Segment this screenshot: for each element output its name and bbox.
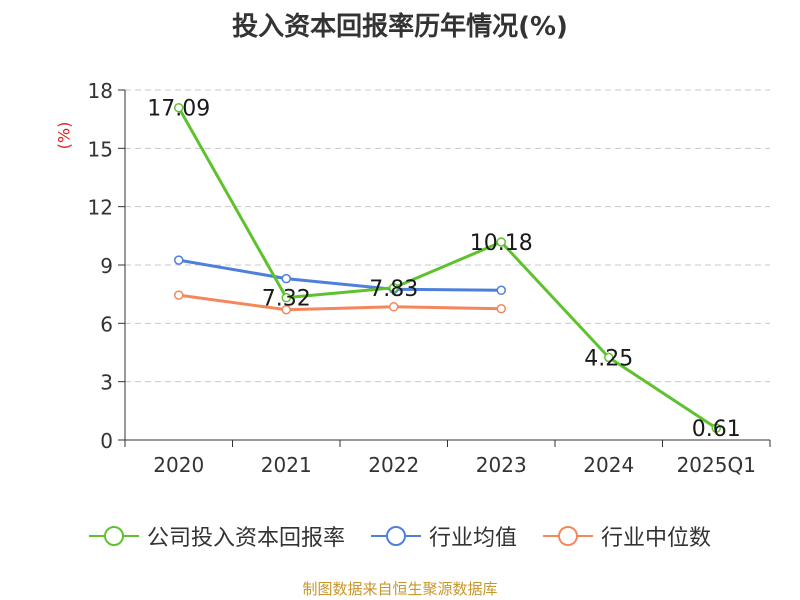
x-tick-label: 2022 bbox=[368, 453, 419, 477]
data-point bbox=[281, 292, 291, 303]
data-point bbox=[174, 290, 184, 300]
x-tick-label: 2024 bbox=[583, 453, 634, 477]
y-tick-label: 6 bbox=[100, 312, 113, 336]
data-label: 7.83 bbox=[369, 277, 418, 302]
data-point bbox=[281, 304, 291, 315]
data-label: 0.61 bbox=[692, 417, 741, 442]
y-tick-label: 9 bbox=[100, 254, 113, 278]
data-point bbox=[604, 352, 614, 363]
data-point bbox=[389, 283, 399, 293]
chart-title: 投入资本回报率历年情况(%) bbox=[232, 12, 568, 42]
y-tick-label: 18 bbox=[88, 79, 113, 103]
x-tick-label: 2021 bbox=[261, 453, 312, 477]
legend-label-industry-avg: 行业均值 bbox=[428, 526, 517, 551]
series-line bbox=[177, 106, 718, 430]
x-tick-label: 2025Q1 bbox=[677, 453, 756, 477]
legend-item-company[interactable]: 公司投入资本回报率 bbox=[88, 520, 345, 552]
series-line bbox=[178, 258, 502, 292]
data-point bbox=[281, 273, 291, 284]
x-tick-label: 2023 bbox=[476, 453, 527, 477]
data-point bbox=[496, 285, 506, 296]
data-point bbox=[389, 302, 399, 312]
y-tick-label: 12 bbox=[88, 196, 113, 220]
legend: 公司投入资本回报率 行业均值 行业中位数 bbox=[0, 520, 800, 552]
legend-label-industry-median: 行业中位数 bbox=[601, 526, 712, 551]
legend-marker-industry-median bbox=[543, 526, 593, 546]
legend-item-industry-median[interactable]: 行业中位数 bbox=[543, 520, 711, 552]
x-tick-label: 2020 bbox=[153, 453, 204, 477]
legend-marker-company bbox=[88, 526, 139, 546]
legend-label-company: 公司投入资本回报率 bbox=[146, 526, 345, 551]
data-point bbox=[711, 423, 721, 433]
data-label: 10.18 bbox=[470, 231, 533, 256]
data-point bbox=[174, 255, 184, 265]
legend-marker-industry-avg bbox=[370, 526, 421, 546]
series-line bbox=[178, 293, 502, 312]
data-point bbox=[496, 237, 506, 247]
data-label: 7.32 bbox=[262, 287, 311, 312]
data-point bbox=[174, 102, 184, 113]
y-tick-label: 15 bbox=[88, 137, 113, 161]
data-source-note: 制图数据来自恒生聚源数据库 bbox=[302, 580, 498, 598]
data-label: 4.25 bbox=[584, 346, 633, 371]
data-label: 17.09 bbox=[147, 97, 210, 122]
y-tick-label: 3 bbox=[100, 371, 113, 395]
legend-item-industry-avg[interactable]: 行业均值 bbox=[370, 520, 517, 552]
data-point bbox=[496, 304, 506, 314]
y-tick-label: 0 bbox=[100, 429, 113, 453]
